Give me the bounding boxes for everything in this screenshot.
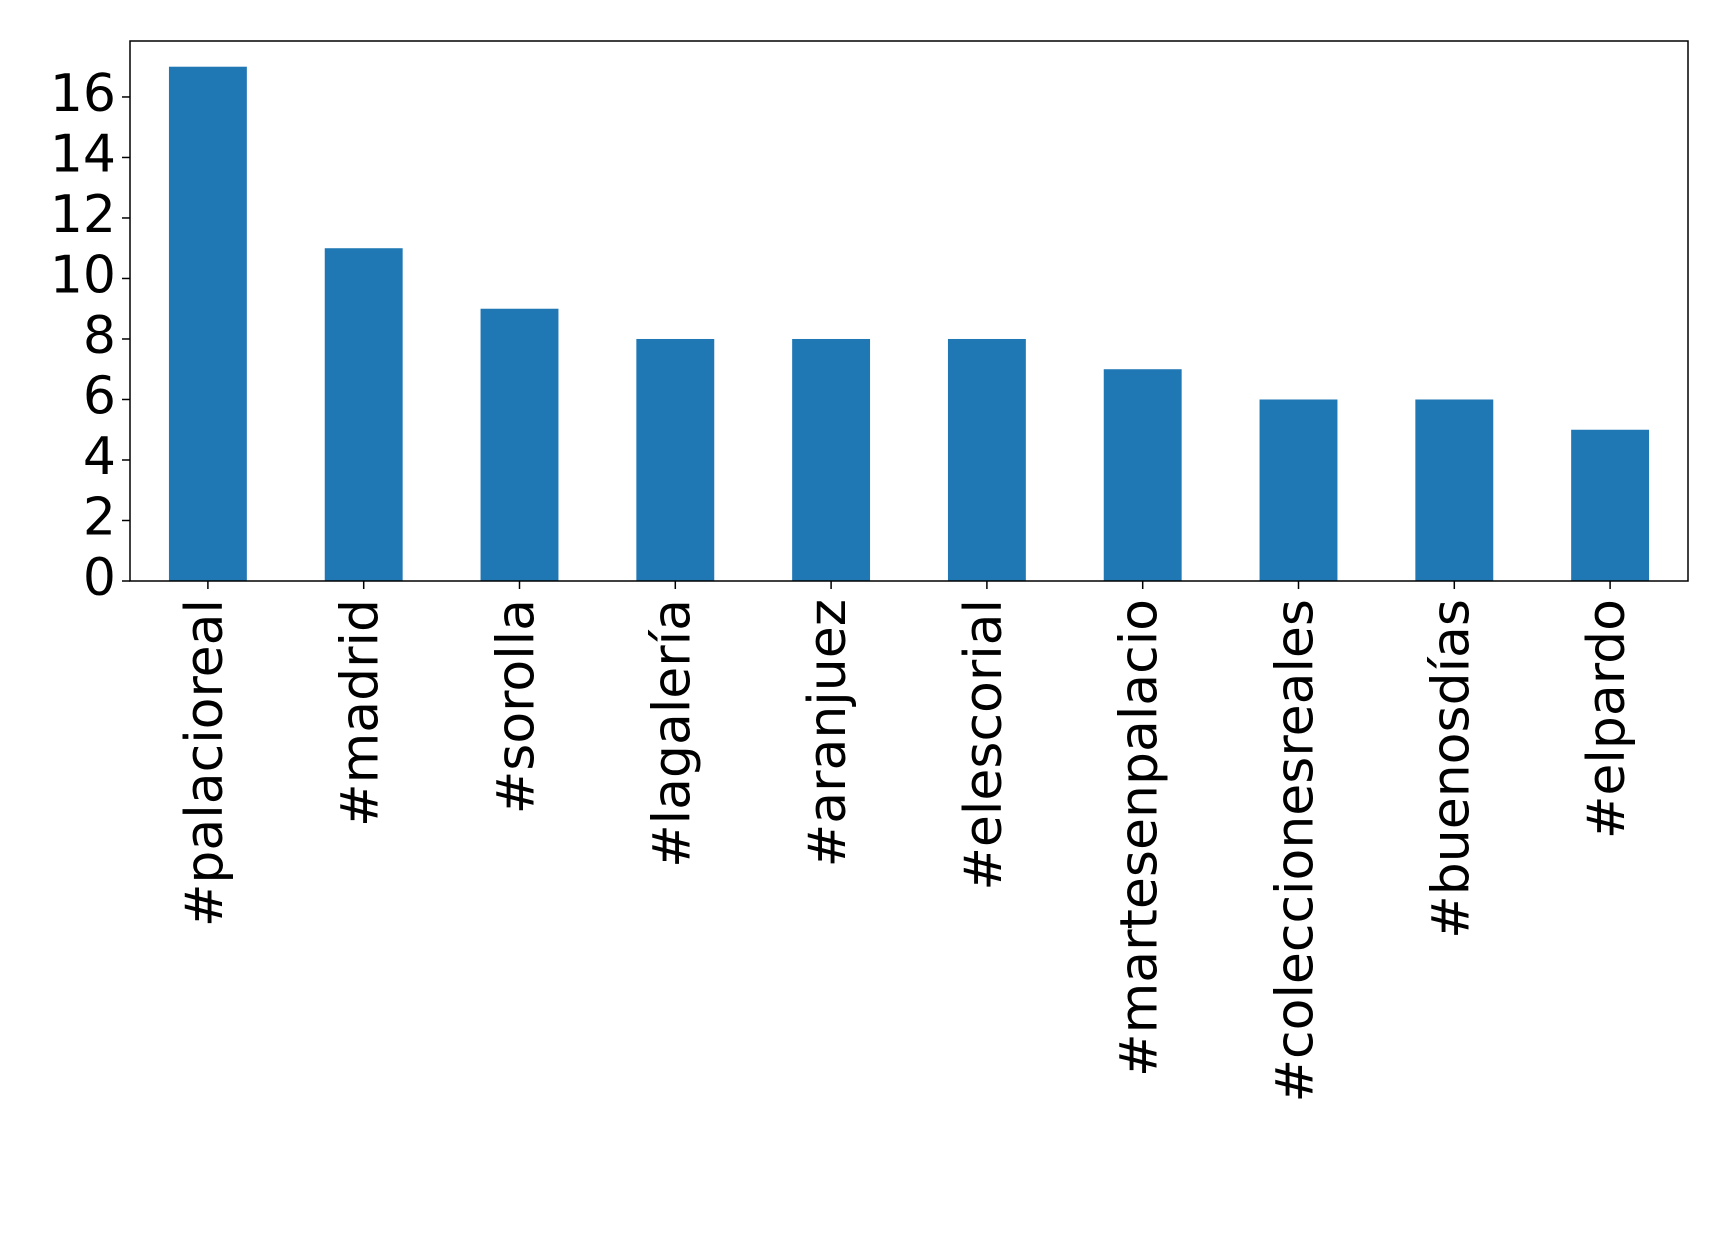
bar [324,248,403,581]
bar [792,338,871,581]
y-tick-label: 6 [83,366,116,426]
x-tick-label: #coleccionesreales [1266,599,1326,1103]
bar [168,66,247,581]
bar [1571,429,1650,581]
y-tick-label: 14 [50,124,116,184]
x-tick-label: #elescorial [954,599,1014,891]
bar [947,338,1026,581]
bar [636,338,715,581]
x-tick-label: #lagalería [642,599,702,868]
plot-frame [129,40,1689,582]
y-tick-label: 2 [83,487,116,547]
x-tick-label: #madrid [331,599,391,827]
y-tick-label: 0 [83,548,116,608]
x-tick-label: #sorolla [487,599,547,814]
bar [1259,399,1338,581]
x-tick-label: #elpardo [1577,599,1637,839]
y-tick-label: 16 [50,64,116,124]
x-tick-label: #martesenpalacio [1110,599,1170,1077]
x-tick-label: #buenosdías [1421,599,1481,939]
bar [1103,369,1182,581]
y-tick-label: 4 [83,427,116,487]
x-tick-label: #palacioreal [175,599,235,927]
y-tick-label: 10 [50,245,116,305]
x-tick-label: #aranjuez [798,599,858,867]
y-tick-label: 8 [83,306,116,366]
bar [1415,399,1494,581]
bar [480,308,559,581]
y-tick-label: 12 [50,185,116,245]
